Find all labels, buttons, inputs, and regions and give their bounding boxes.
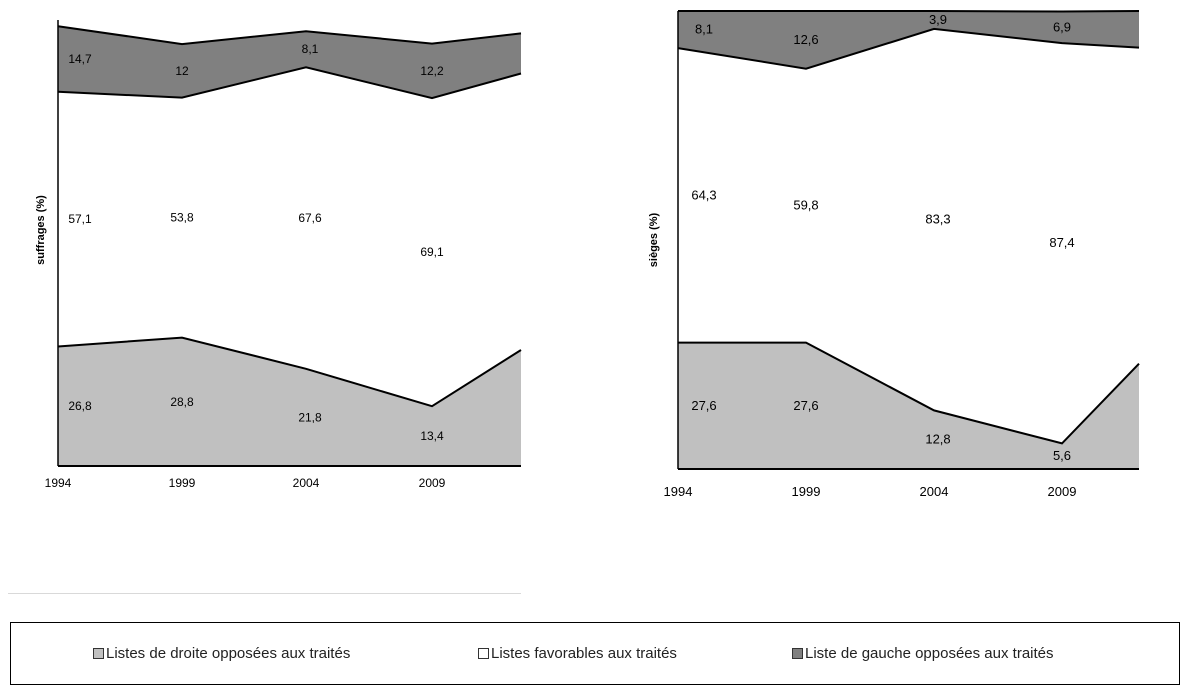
data-label-favorables: 67,6	[298, 211, 322, 225]
data-label-gauche: 6,9	[1053, 19, 1071, 34]
legend-swatch-gauche	[792, 648, 803, 659]
legend-swatch-favorables	[478, 648, 489, 659]
x-tick-label: 2004	[920, 484, 949, 499]
data-label-droite: 27,6	[691, 398, 716, 413]
data-label-droite: 26,8	[68, 399, 92, 413]
legend: Listes de droite opposées aux traités Li…	[10, 622, 1180, 685]
area-droite-chart1	[58, 337, 521, 466]
legend-item-favorables: Listes favorables aux traités	[478, 645, 677, 662]
line-droite-top-chart2	[678, 341, 1140, 445]
x-tick-label: 1999	[792, 484, 821, 499]
area-gauche-chart1	[58, 26, 521, 99]
y-axis-label: suffrages (%)	[35, 195, 47, 265]
legend-item-gauche: Liste de gauche opposées aux traités	[792, 645, 1054, 662]
data-label-favorables: 64,3	[691, 187, 716, 202]
legend-label-droite: Listes de droite opposées aux traités	[106, 645, 351, 662]
data-label-gauche: 14,7	[68, 52, 92, 66]
charts-canvas: 1994 1999 2004 2009 26,8 28,8 21,8 13,4 57,1 53,8…	[35, 10, 1140, 499]
data-label-droite: 13,4	[420, 429, 444, 443]
legend-label-favorables: Listes favorables aux traités	[491, 645, 677, 662]
area-favorables-chart1	[58, 67, 521, 407]
legend-item-droite: Listes de droite opposées aux traités	[93, 645, 350, 662]
line-droite-top-chart1	[57, 336, 522, 408]
line-gauche-top-chart1	[57, 25, 522, 46]
area-droite-chart2	[678, 342, 1139, 469]
data-label-droite: 27,6	[793, 398, 818, 413]
x-tick-label: 1994	[664, 484, 693, 499]
x-tick-label: 1999	[169, 476, 196, 490]
data-label-gauche: 12	[175, 64, 189, 78]
data-label-favorables: 87,4	[1049, 235, 1074, 250]
x-tick-label: 2009	[1048, 484, 1077, 499]
x-tick-label: 1994	[45, 476, 72, 490]
data-label-gauche: 12,6	[793, 32, 818, 47]
data-label-favorables: 53,8	[170, 211, 194, 225]
data-label-gauche: 12,2	[420, 64, 444, 78]
data-label-favorables: 57,1	[68, 212, 92, 226]
data-label-favorables: 69,1	[420, 245, 444, 259]
legend-label-gauche: Liste de gauche opposées aux traités	[805, 645, 1054, 662]
data-label-droite: 5,6	[1053, 448, 1071, 463]
line-favorables-top-chart2	[677, 27, 1140, 70]
data-label-favorables: 83,3	[925, 212, 950, 227]
legend-swatch-droite	[93, 648, 104, 659]
data-label-favorables: 59,8	[793, 198, 818, 213]
data-label-droite: 12,8	[925, 432, 950, 447]
data-label-droite: 28,8	[170, 395, 194, 409]
separator-line	[8, 593, 521, 594]
area-favorables-chart2	[678, 28, 1139, 444]
line-gauche-top-chart2	[678, 10, 1140, 13]
data-label-gauche: 3,9	[929, 12, 947, 27]
y-axis-label: sièges (%)	[648, 212, 660, 267]
line-favorables-top-chart1	[57, 66, 522, 100]
data-label-droite: 21,8	[298, 410, 322, 424]
data-label-gauche: 8,1	[302, 42, 319, 56]
x-tick-label: 2009	[419, 476, 446, 490]
area-gauche-chart2	[678, 11, 1139, 69]
data-label-gauche: 8,1	[695, 22, 713, 37]
x-tick-label: 2004	[293, 476, 320, 490]
